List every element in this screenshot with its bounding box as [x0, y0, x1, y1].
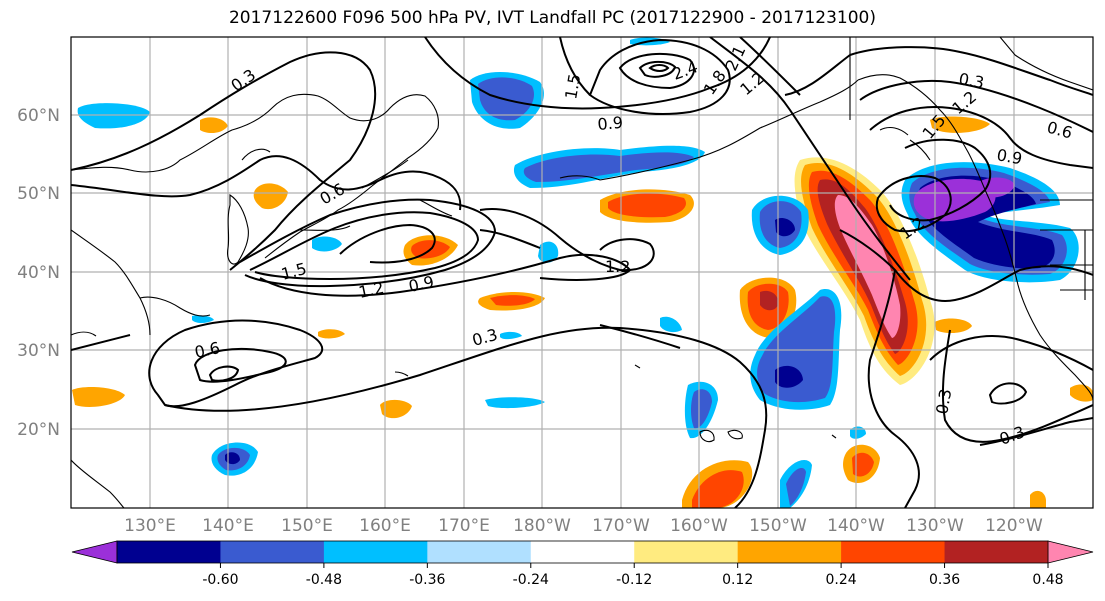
lon-label-140w: 140°W	[827, 516, 885, 536]
colorbar-cell	[944, 541, 1049, 563]
lon-label-130e: 130°E	[124, 516, 176, 536]
contour-label-1.2b: 1.2	[605, 257, 630, 276]
contour-label-0.3d: 0.3	[932, 387, 955, 415]
colorbar-cell	[841, 541, 946, 563]
contour-label-0.9a: 0.9	[407, 272, 436, 296]
lon-label-150e: 150°E	[281, 516, 333, 536]
colorbar-cell	[634, 541, 739, 563]
colorbar-tick-label: -0.12	[616, 572, 652, 588]
pv-negative-shading	[77, 37, 1079, 508]
colorbar-tick-label: -0.36	[409, 572, 445, 588]
lon-label-120w: 120°W	[985, 516, 1043, 536]
contour-label-0.3c: 0.3	[957, 69, 985, 92]
longitude-labels: 130°E 140°E 150°E 160°E 170°E 180°W 170°…	[124, 516, 1043, 536]
lat-label-30n: 30°N	[17, 341, 60, 361]
lon-label-140e: 140°E	[202, 516, 254, 536]
lat-label-40n: 40°N	[17, 263, 60, 283]
colorbar-tick-label: 0.24	[826, 572, 857, 588]
plot-frame	[70, 36, 1094, 509]
lon-label-150w: 150°W	[749, 516, 807, 536]
grid-lines	[71, 37, 1093, 508]
lon-label-180w: 180°W	[513, 516, 571, 536]
colorbar-tick-label: -0.60	[202, 572, 238, 588]
colorbar-tick-label: 0.36	[929, 572, 960, 588]
lon-label-170w: 170°W	[592, 516, 650, 536]
colorbar-frame	[116, 540, 1049, 564]
colorbar-cell	[737, 541, 842, 563]
contour-label-0.9c: 0.9	[995, 145, 1023, 168]
colorbar-extend-min	[71, 540, 118, 564]
lat-label-50n: 50°N	[17, 184, 60, 204]
contour-label-0.9b: 0.9	[597, 113, 624, 134]
coastlines	[71, 37, 1093, 508]
lat-label-60n: 60°N	[17, 106, 60, 126]
colorbar-cell	[220, 541, 325, 563]
latitude-labels: 60°N 50°N 40°N 30°N 20°N	[17, 106, 60, 440]
chart-title: 2017122600 F096 500 hPa PV, IVT Landfall…	[228, 8, 876, 28]
colorbar-tick-label: -0.48	[306, 572, 342, 588]
contour-label-0.6b: 0.6	[193, 338, 222, 362]
colorbar-tick-label: 0.12	[722, 572, 753, 588]
lon-label-160w: 160°W	[670, 516, 728, 536]
contour-label-1.2a: 1.2	[357, 278, 386, 302]
lat-label-20n: 20°N	[17, 420, 60, 440]
contour-label-1.5b: 1.5	[561, 72, 584, 100]
lon-label-170e: 170°E	[438, 516, 490, 536]
lon-label-130w: 130°W	[906, 516, 964, 536]
colorbar-cell	[117, 541, 221, 563]
colorbar-cell	[427, 541, 532, 563]
colorbar-cell	[530, 541, 635, 563]
pv-positive-shading	[72, 116, 1093, 508]
colorbar: -0.60 -0.48 -0.36 -0.24 -0.12 0.12 0.24 0.36 0.4…	[71, 540, 1094, 588]
lon-label-160e: 160°E	[359, 516, 411, 536]
colorbar-extend-max	[1047, 540, 1094, 564]
colorbar-tick-label: 0.48	[1032, 572, 1063, 588]
colorbar-tick-label: -0.24	[513, 572, 549, 588]
ivt-contours	[71, 37, 1093, 508]
colorbar-cell	[323, 541, 428, 563]
